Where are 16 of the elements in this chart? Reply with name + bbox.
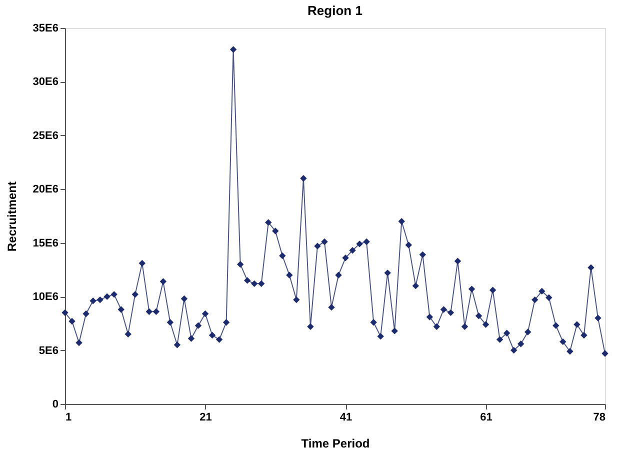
- y-tick-label: 15E6: [32, 237, 58, 250]
- x-tick-label: 41: [340, 412, 352, 424]
- y-tick-label: 20E6: [32, 184, 58, 196]
- y-tick-label: 0: [52, 398, 58, 410]
- y-tick-label: 25E6: [32, 130, 58, 142]
- chart-title: Region 1: [308, 3, 362, 18]
- x-tick-label: 61: [480, 412, 492, 424]
- y-tick-label: 10E6: [32, 291, 58, 304]
- x-tick-label: 21: [200, 412, 212, 424]
- x-tick-label: 78: [593, 412, 606, 424]
- x-axis-title: Time Period: [301, 436, 370, 450]
- y-tick-label: 5E6: [38, 344, 58, 357]
- x-tick-label: 1: [66, 412, 72, 424]
- y-axis-title: Recruitment: [4, 181, 19, 252]
- y-tick-label: 30E6: [32, 76, 58, 88]
- y-tick-label: 35E6: [32, 22, 58, 34]
